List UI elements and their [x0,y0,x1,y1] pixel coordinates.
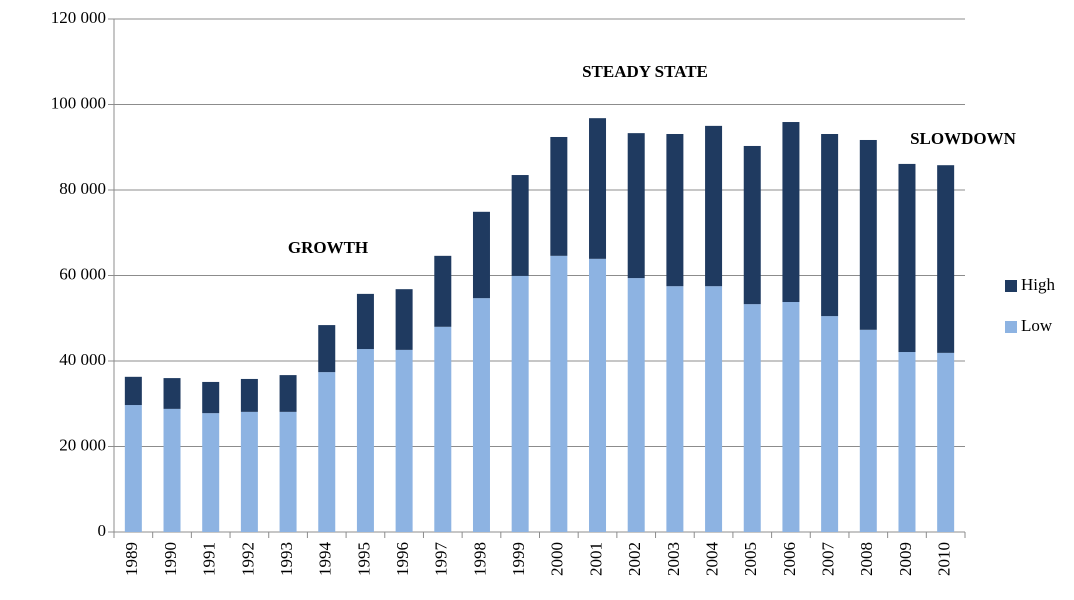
legend-swatch [1005,280,1017,292]
x-tick-label: 1998 [470,542,489,576]
bar-segment [279,411,297,532]
legend-swatch [1005,321,1017,333]
bar-segment [705,125,723,287]
x-tick-label: 1999 [509,542,528,576]
bar-segment [743,304,761,532]
bar-segment [627,133,645,279]
bar-segment [202,381,220,414]
bar-segment [279,375,297,412]
x-tick-label: 1989 [122,542,141,576]
y-tick-label: 120 000 [51,8,106,27]
bar-segment [937,165,955,353]
bar-segment [589,118,607,259]
x-tick-label: 1994 [316,542,335,577]
bar-segment [240,411,258,532]
bar-segment [898,163,916,353]
bar-segment [318,372,336,532]
x-tick-label: 2009 [896,542,915,576]
y-tick-label: 80 000 [59,179,106,198]
bar-segment [356,349,374,532]
x-tick-label: 1996 [393,542,412,576]
bar-segment [937,352,955,532]
annotation: GROWTH [288,238,368,257]
x-tick-label: 2008 [857,542,876,576]
bar-segment [550,255,568,532]
x-tick-label: 1992 [238,542,257,576]
x-tick-label: 2006 [780,542,799,576]
bar-segment [589,258,607,532]
legend-label: High [1021,275,1056,294]
bar-segment [511,275,529,532]
x-tick-label: 1991 [200,542,219,576]
x-tick-label: 2002 [625,542,644,576]
annotation: STEADY STATE [582,62,708,81]
bar-segment [434,255,452,327]
x-tick-label: 1995 [354,542,373,576]
bar-segment [240,378,258,412]
x-tick-label: 2001 [586,542,605,576]
x-tick-label: 2004 [702,542,721,577]
y-tick-label: 0 [98,521,107,540]
bar-segment [472,211,490,299]
bar-segment [434,326,452,532]
bar-segment [395,289,413,350]
x-tick-label: 2007 [819,542,838,577]
y-tick-label: 20 000 [59,435,106,454]
x-tick-label: 1993 [277,542,296,576]
bar-segment [124,405,142,532]
bar-segment [859,139,877,330]
bar-segment [124,376,142,406]
bar-segment [821,133,839,317]
x-tick-label: 1997 [432,542,451,577]
bar-segment [202,413,220,532]
bar-segment [550,136,568,256]
bar-segment [821,316,839,532]
x-tick-label: 2003 [664,542,683,576]
bar-segment [163,378,181,409]
x-tick-label: 2005 [741,542,760,576]
bar-segment [666,286,684,532]
bar-segment [472,298,490,532]
bar-segment [395,349,413,532]
bar-segment [743,145,761,305]
x-tick-label: 1990 [161,542,180,576]
bar-segment [859,329,877,532]
y-tick-label: 40 000 [59,350,106,369]
legend-label: Low [1021,316,1053,335]
bar-segment [782,302,800,532]
x-tick-label: 2010 [935,542,954,576]
bar-segment [511,175,529,276]
bar-segment [705,286,723,532]
bar-segment [163,408,181,532]
bar-segment [666,133,684,287]
x-tick-label: 2000 [548,542,567,576]
bar-segment [356,293,374,350]
bar-segment [318,325,336,373]
annotation: SLOWDOWN [910,129,1017,148]
y-tick-label: 100 000 [51,93,106,112]
bar-segment [627,278,645,532]
bar-segment [782,122,800,303]
y-tick-label: 60 000 [59,264,106,283]
bar-segment [898,352,916,532]
